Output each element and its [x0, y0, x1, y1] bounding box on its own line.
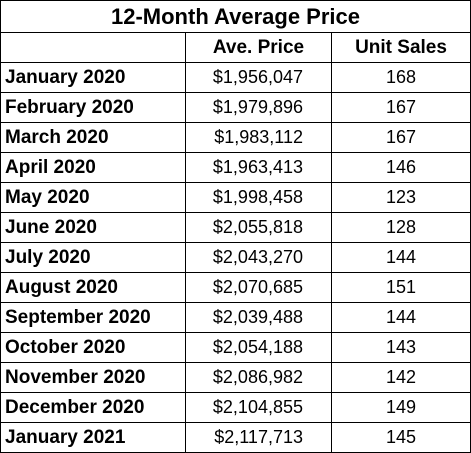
units-cell: 167 [330, 122, 471, 153]
table-row: December 2020 $2,104,855 149 [0, 392, 471, 423]
price-cell: $2,070,685 [185, 272, 332, 303]
price-cell: $2,054,188 [185, 332, 332, 363]
units-cell: 168 [330, 62, 471, 93]
price-cell: $1,963,413 [185, 152, 332, 183]
price-cell: $1,983,112 [185, 122, 332, 153]
table-row: February 2020 $1,979,896 167 [0, 92, 471, 123]
units-cell: 145 [330, 422, 471, 453]
header-month [0, 32, 186, 63]
month-cell: June 2020 [0, 212, 186, 243]
month-cell: January 2020 [0, 62, 186, 93]
table-title: 12-Month Average Price [0, 0, 471, 33]
table-row: March 2020 $1,983,112 167 [0, 122, 471, 153]
table-row: June 2020 $2,055,818 128 [0, 212, 471, 243]
units-cell: 143 [330, 332, 471, 363]
price-cell: $1,956,047 [185, 62, 332, 93]
units-cell: 123 [330, 182, 471, 213]
table-row: August 2020 $2,070,685 151 [0, 272, 471, 303]
units-cell: 146 [330, 152, 471, 183]
price-cell: $2,039,488 [185, 302, 332, 333]
month-cell: February 2020 [0, 92, 186, 123]
title-row: 12-Month Average Price [0, 0, 471, 33]
units-cell: 128 [330, 212, 471, 243]
table-row: May 2020 $1,998,458 123 [0, 182, 471, 213]
table-row: October 2020 $2,054,188 143 [0, 332, 471, 363]
table-row: January 2020 $1,956,047 168 [0, 62, 471, 93]
units-cell: 151 [330, 272, 471, 303]
month-cell: April 2020 [0, 152, 186, 183]
table-row: April 2020 $1,963,413 146 [0, 152, 471, 183]
price-cell: $2,055,818 [185, 212, 332, 243]
units-cell: 167 [330, 92, 471, 123]
month-cell: July 2020 [0, 242, 186, 273]
month-cell: October 2020 [0, 332, 186, 363]
table-row: January 2021 $2,117,713 145 [0, 422, 471, 453]
units-cell: 144 [330, 242, 471, 273]
price-cell: $2,086,982 [185, 362, 332, 393]
table-row: September 2020 $2,039,488 144 [0, 302, 471, 333]
price-cell: $2,117,713 [185, 422, 332, 453]
price-cell: $2,043,270 [185, 242, 332, 273]
month-cell: January 2021 [0, 422, 186, 453]
month-cell: September 2020 [0, 302, 186, 333]
price-cell: $1,998,458 [185, 182, 332, 213]
units-cell: 142 [330, 362, 471, 393]
price-cell: $1,979,896 [185, 92, 332, 123]
table-row: November 2020 $2,086,982 142 [0, 362, 471, 393]
header-row: Ave. Price Unit Sales [0, 32, 471, 63]
month-cell: December 2020 [0, 392, 186, 423]
month-cell: March 2020 [0, 122, 186, 153]
units-cell: 149 [330, 392, 471, 423]
table-row: July 2020 $2,043,270 144 [0, 242, 471, 273]
units-cell: 144 [330, 302, 471, 333]
month-cell: November 2020 [0, 362, 186, 393]
month-cell: August 2020 [0, 272, 186, 303]
month-cell: May 2020 [0, 182, 186, 213]
header-unit-sales: Unit Sales [330, 32, 471, 63]
header-ave-price: Ave. Price [185, 32, 332, 63]
price-cell: $2,104,855 [185, 392, 332, 423]
